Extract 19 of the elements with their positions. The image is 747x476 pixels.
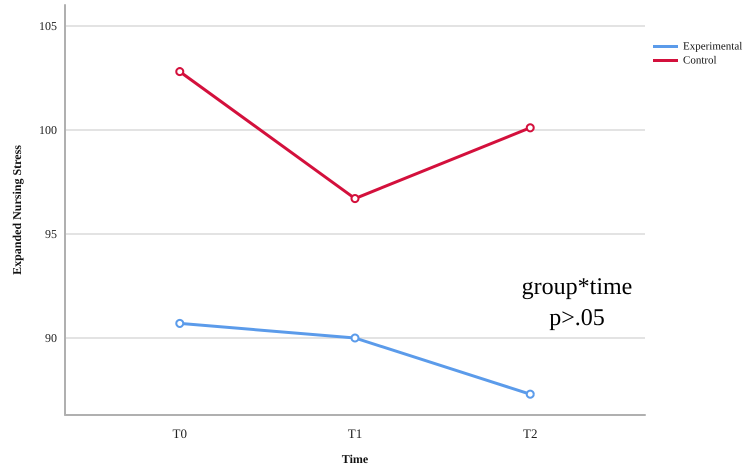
annotation: group*time (522, 274, 632, 300)
x-tick-label: T2 (523, 426, 538, 441)
point (175, 67, 184, 76)
x-tick-label: T1 (348, 426, 362, 441)
annotation: p>.05 (549, 305, 605, 331)
y-tick-label: 90 (45, 330, 57, 345)
legend-label: Experimental (683, 40, 742, 52)
y-axis-title: Expanded Nursing Stress (10, 144, 24, 275)
y-tick-label: 95 (45, 226, 57, 241)
x-axis-title: Time (342, 452, 369, 466)
legend-label: Control (683, 54, 717, 66)
y-tick-label: 100 (39, 122, 57, 137)
point (526, 123, 535, 132)
point (350, 333, 360, 342)
point (350, 194, 360, 204)
point (175, 318, 184, 328)
point (526, 390, 535, 399)
x-tick-label: T0 (172, 426, 187, 441)
y-tick-label: 105 (39, 18, 57, 33)
